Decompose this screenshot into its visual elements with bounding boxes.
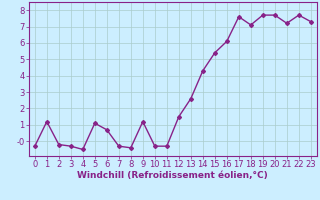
X-axis label: Windchill (Refroidissement éolien,°C): Windchill (Refroidissement éolien,°C): [77, 171, 268, 180]
